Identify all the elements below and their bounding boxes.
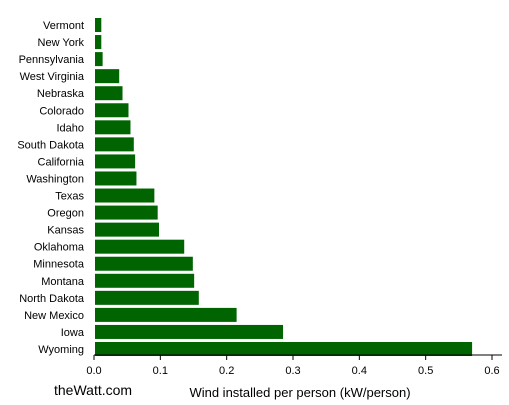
x-tick-label: 0.6 <box>484 365 499 377</box>
x-tick-label: 0.1 <box>153 365 168 377</box>
category-label: California <box>38 156 85 168</box>
category-label: West Virginia <box>20 71 85 83</box>
category-label: Oregon <box>47 208 84 220</box>
category-labels: Vermont New York Pennsylvania West Virginia… <box>17 20 85 356</box>
category-label: Kansas <box>47 225 84 237</box>
category-label: Oklahoma <box>34 242 85 254</box>
bar-north-dakota <box>95 290 199 305</box>
category-label: Texas <box>55 191 84 203</box>
bar-kansas <box>95 222 160 237</box>
bar-idaho <box>95 120 131 135</box>
x-tick-label: 0.5 <box>418 365 433 377</box>
bar-pennsylvania <box>95 52 103 67</box>
category-label: Colorado <box>39 105 84 117</box>
bar-iowa <box>95 324 284 339</box>
bar-nebraska <box>95 86 123 101</box>
bar-south-dakota <box>95 137 134 152</box>
bar-oklahoma <box>95 239 185 254</box>
category-label: Nebraska <box>37 88 85 100</box>
brand-label: theWatt.com <box>54 382 132 398</box>
category-label: Montana <box>41 276 85 288</box>
category-label: Washington <box>26 173 84 185</box>
bar-montana <box>95 273 195 288</box>
x-tick-label: 0.0 <box>86 365 101 377</box>
bar-washington <box>95 171 137 186</box>
category-label: North Dakota <box>19 293 85 305</box>
category-label: South Dakota <box>17 139 85 151</box>
category-label: Idaho <box>56 122 84 134</box>
category-label: Vermont <box>43 20 84 32</box>
bar-wyoming <box>95 342 473 356</box>
bar-oregon <box>95 205 158 220</box>
bar-california <box>95 154 136 169</box>
x-tick-label: 0.3 <box>285 365 300 377</box>
category-label: Minnesota <box>33 259 85 271</box>
bar-colorado <box>95 103 129 118</box>
x-tick-label: 0.4 <box>352 365 367 377</box>
bar-texas <box>95 188 155 203</box>
bar-west-virginia <box>95 69 120 84</box>
bar-new-york <box>95 35 102 50</box>
x-tick-label: 0.2 <box>219 365 234 377</box>
category-label: New York <box>38 37 85 49</box>
x-ticks: 0.0 0.1 0.2 0.3 0.4 0.5 0.6 <box>86 355 500 377</box>
category-label: Wyoming <box>38 344 84 356</box>
bars-group <box>95 18 473 356</box>
category-label: New Mexico <box>24 310 84 322</box>
category-label: Iowa <box>61 327 85 339</box>
bar-vermont <box>95 18 102 32</box>
bar-minnesota <box>95 256 193 271</box>
bar-new-mexico <box>95 307 237 322</box>
category-label: Pennsylvania <box>19 54 85 66</box>
x-axis-title: Wind installed per person (kW/person) <box>189 385 410 400</box>
